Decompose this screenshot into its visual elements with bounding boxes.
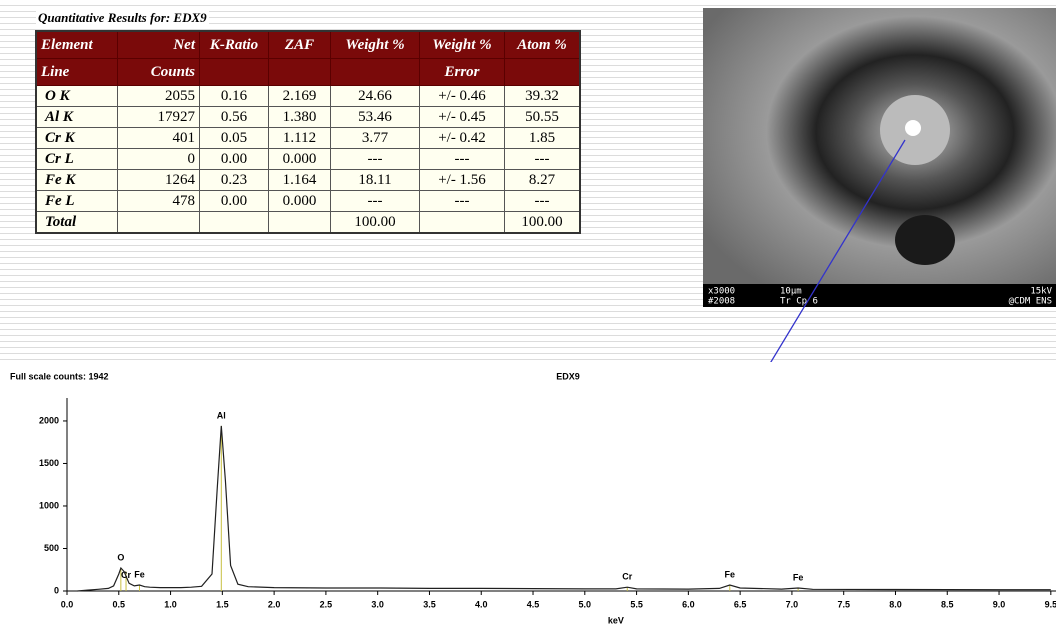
y-tick-label: 1000 <box>39 500 59 510</box>
cell: 1264 <box>117 169 200 191</box>
cell <box>419 211 505 234</box>
row-label: Cr K <box>35 127 118 149</box>
cell: 50.55 <box>504 106 581 128</box>
chart-bg <box>0 362 1056 626</box>
cell: --- <box>419 148 505 170</box>
image-info: #2008 <box>708 297 735 307</box>
cell: 100.00 <box>504 211 581 234</box>
x-tick-label: 8.0 <box>889 599 902 609</box>
image-info: Tr Cp 6 <box>780 297 818 307</box>
x-tick-label: 4.5 <box>527 599 540 609</box>
peak-label: Fe <box>134 569 145 579</box>
cell: 0.05 <box>199 127 269 149</box>
header-cell: K-Ratio <box>199 30 269 59</box>
sem-image <box>703 8 1056 307</box>
header-cell: Atom % <box>504 30 581 59</box>
x-tick-label: 1.5 <box>216 599 229 609</box>
spectrum <box>77 425 1051 592</box>
image-info: 10µm <box>780 287 802 297</box>
y-tick-label: 2000 <box>39 415 59 425</box>
row-label: Fe L <box>35 190 118 212</box>
x-tick-label: 3.5 <box>423 599 436 609</box>
cell: --- <box>504 148 581 170</box>
cell: 0.00 <box>199 190 269 212</box>
x-tick-label: 5.0 <box>579 599 592 609</box>
header-cell <box>268 58 331 86</box>
row-label: Cr L <box>35 148 118 170</box>
row-label: O K <box>35 85 118 107</box>
x-tick-label: 2.0 <box>268 599 281 609</box>
x-tick-label: 4.0 <box>475 599 488 609</box>
results-table: Element Net K-Ratio ZAF Weight % Weight % Atom… <box>35 30 581 234</box>
cell: --- <box>330 190 420 212</box>
cell: --- <box>419 190 505 212</box>
x-tick-label: 3.0 <box>371 599 384 609</box>
peak-label: Al <box>217 410 226 420</box>
image-info: 15kV <box>1030 287 1052 297</box>
x-tick-label: 1.0 <box>164 599 177 609</box>
y-tick-label: 500 <box>44 543 59 553</box>
cell <box>268 211 331 234</box>
chart-subtitle: Full scale counts: 1942 <box>10 371 109 381</box>
cell <box>117 211 200 234</box>
peak-label: O <box>117 552 124 562</box>
cell: 0.000 <box>268 190 331 212</box>
y-tick-label: 1500 <box>39 458 59 468</box>
peak-label: Fe <box>793 572 804 582</box>
image-info: @CDM ENS <box>1009 297 1052 307</box>
cell: 39.32 <box>504 85 581 107</box>
cell: 2055 <box>117 85 200 107</box>
x-tick-label: 0.5 <box>113 599 126 609</box>
cell: --- <box>330 148 420 170</box>
peak-label: Fe <box>725 569 736 579</box>
x-tick-label: 9.0 <box>993 599 1006 609</box>
cell: 24.66 <box>330 85 420 107</box>
peak-label: Cr <box>121 570 131 580</box>
x-tick-label: 7.0 <box>786 599 799 609</box>
image-info: x3000 <box>708 287 735 297</box>
x-tick-label: 7.5 <box>837 599 850 609</box>
chart-title: EDX9 <box>556 371 580 381</box>
x-tick-label: 9.5 <box>1045 599 1056 609</box>
x-axis-label: keV <box>608 615 624 625</box>
header-cell: Net <box>117 30 200 59</box>
y-tick-label: 0 <box>54 585 59 595</box>
header-cell: Weight % <box>330 30 420 59</box>
cell: 478 <box>117 190 200 212</box>
cell: 53.46 <box>330 106 420 128</box>
cell: +/- 0.46 <box>419 85 505 107</box>
row-label: Al K <box>35 106 118 128</box>
x-tick-label: 5.5 <box>630 599 643 609</box>
cell: +/- 1.56 <box>419 169 505 191</box>
row-label: Total <box>35 211 118 234</box>
cell: 1.164 <box>268 169 331 191</box>
table-title: Quantitative Results for: EDX9 <box>36 10 209 26</box>
header-cell: Error <box>419 58 505 86</box>
cell: 1.380 <box>268 106 331 128</box>
header-cell <box>199 58 269 86</box>
x-tick-label: 8.5 <box>941 599 954 609</box>
x-tick-label: 2.5 <box>320 599 333 609</box>
cell: --- <box>504 190 581 212</box>
cell: 100.00 <box>330 211 420 234</box>
cell: 0 <box>117 148 200 170</box>
x-tick-label: 6.5 <box>734 599 747 609</box>
header-cell: ZAF <box>268 30 331 59</box>
cell: 1.112 <box>268 127 331 149</box>
header-cell <box>330 58 420 86</box>
x-tick-label: 6.0 <box>682 599 695 609</box>
header-cell: Weight % <box>419 30 505 59</box>
peak-label: Cr <box>622 572 632 582</box>
x-tick-label: 0.0 <box>61 599 74 609</box>
